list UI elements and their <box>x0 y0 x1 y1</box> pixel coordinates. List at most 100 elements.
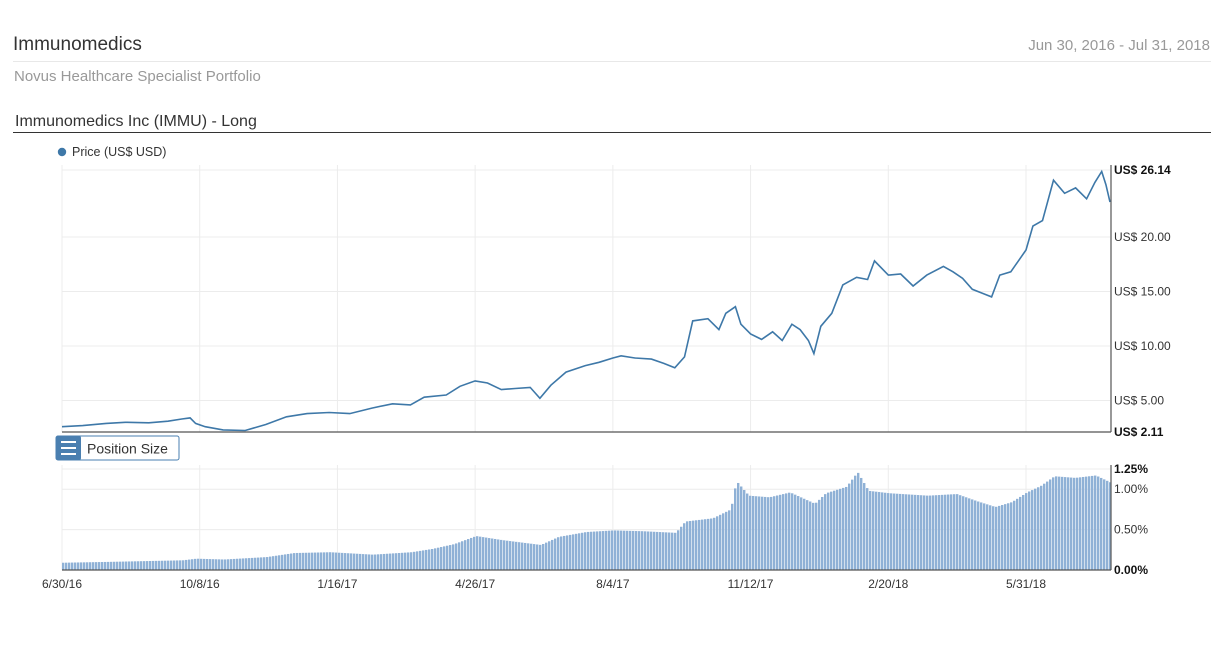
position-bar <box>605 530 608 570</box>
position-bar <box>917 495 920 570</box>
position-bar <box>290 553 293 570</box>
position-bar <box>947 494 950 570</box>
position-bar <box>1010 502 1013 570</box>
position-bar <box>908 494 911 570</box>
position-bar <box>653 531 656 570</box>
bar-y-tick-label: 1.00% <box>1114 482 1148 496</box>
position-bar <box>152 560 155 570</box>
position-bar <box>314 552 317 570</box>
position-bar <box>296 552 299 570</box>
position-bar <box>467 539 470 570</box>
position-bar <box>788 492 791 570</box>
position-bar <box>713 517 716 570</box>
position-bar <box>548 541 551 570</box>
position-bar <box>278 555 281 570</box>
position-bar <box>389 553 392 570</box>
position-bar <box>1082 476 1085 570</box>
legend[interactable]: Price (US$ USD) <box>57 145 167 159</box>
position-bar <box>170 560 173 570</box>
position-bar <box>167 560 170 570</box>
position-bar <box>533 544 536 570</box>
position-bar <box>731 503 734 570</box>
position-bar <box>515 541 518 570</box>
position-bar <box>92 562 95 570</box>
position-bar <box>1019 496 1022 570</box>
position-bar <box>194 558 197 570</box>
position-bar <box>518 542 521 570</box>
position-bar <box>806 500 809 570</box>
position-bar <box>539 544 542 570</box>
position-bar <box>308 552 311 570</box>
position-bar <box>965 497 968 570</box>
position-bar <box>218 559 221 570</box>
position-bar <box>65 562 68 570</box>
position-bar <box>596 531 599 570</box>
position-bar <box>281 554 284 570</box>
position-bar <box>779 494 782 570</box>
position-bar <box>224 559 227 570</box>
position-bar <box>875 491 878 570</box>
position-bar <box>845 486 848 570</box>
position-bar <box>1106 480 1109 570</box>
position-bar <box>392 553 395 570</box>
position-bar <box>395 553 398 570</box>
position-bar <box>983 503 986 570</box>
position-bar <box>347 553 350 570</box>
position-bar <box>383 553 386 570</box>
portfolio-subtitle: Novus Healthcare Specialist Portfolio <box>14 68 261 85</box>
position-bar <box>284 554 287 570</box>
position-bar <box>374 554 377 570</box>
y-tick-label: US$ 20.00 <box>1114 230 1171 244</box>
position-bar <box>1028 491 1031 570</box>
bar-y-tick-label: 0.50% <box>1114 523 1148 537</box>
position-bar <box>743 490 746 570</box>
position-bar <box>809 501 812 570</box>
position-bar <box>620 530 623 570</box>
position-bar <box>821 496 824 570</box>
position-bar <box>74 562 77 570</box>
position-bar <box>746 493 749 570</box>
position-bar <box>797 496 800 570</box>
position-bar <box>770 496 773 570</box>
position-bar <box>446 545 449 570</box>
position-bar <box>980 502 983 570</box>
position-bar <box>173 560 176 570</box>
position-bar <box>212 559 215 570</box>
section-title: Immunomedics Inc (IMMU) - Long <box>15 113 257 130</box>
x-tick-label: 5/31/18 <box>1006 577 1046 591</box>
position-bar <box>1043 483 1046 570</box>
position-bar <box>764 496 767 570</box>
position-bar <box>512 541 515 570</box>
position-bar <box>656 531 659 570</box>
position-bar <box>86 562 89 570</box>
position-bar <box>950 494 953 570</box>
position-bar <box>572 534 575 570</box>
position-bar <box>323 552 326 570</box>
position-bar <box>1064 477 1067 570</box>
position-bar <box>482 537 485 570</box>
position-bar <box>521 542 524 570</box>
position-bar <box>962 496 965 570</box>
position-bar <box>638 531 641 570</box>
position-bar <box>1079 477 1082 570</box>
position-bar <box>938 495 941 570</box>
position-bar <box>629 530 632 570</box>
position-bar <box>827 492 830 570</box>
position-bar <box>665 532 668 570</box>
position-bar <box>800 497 803 570</box>
position-bar <box>869 490 872 570</box>
position-bar <box>236 558 239 570</box>
position-bar <box>863 483 866 570</box>
position-bar <box>506 540 509 570</box>
price-line <box>61 169 1111 432</box>
position-bar <box>566 535 569 570</box>
position-bar <box>995 506 998 570</box>
position-bar <box>1067 477 1070 570</box>
position-bar <box>245 558 248 570</box>
position-bar <box>89 562 92 570</box>
position-bar <box>734 488 737 570</box>
position-bar <box>257 557 260 570</box>
position-size-toggle[interactable]: Position Size <box>55 435 180 461</box>
position-bar <box>911 494 914 570</box>
